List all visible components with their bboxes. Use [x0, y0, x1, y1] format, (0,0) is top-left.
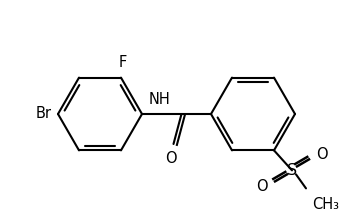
Text: CH₃: CH₃	[312, 197, 339, 212]
Text: O: O	[316, 147, 328, 162]
Text: O: O	[165, 151, 176, 166]
Text: O: O	[256, 179, 268, 194]
Text: S: S	[287, 163, 297, 178]
Text: NH: NH	[149, 92, 171, 107]
Text: F: F	[119, 55, 127, 70]
Text: Br: Br	[36, 106, 52, 122]
